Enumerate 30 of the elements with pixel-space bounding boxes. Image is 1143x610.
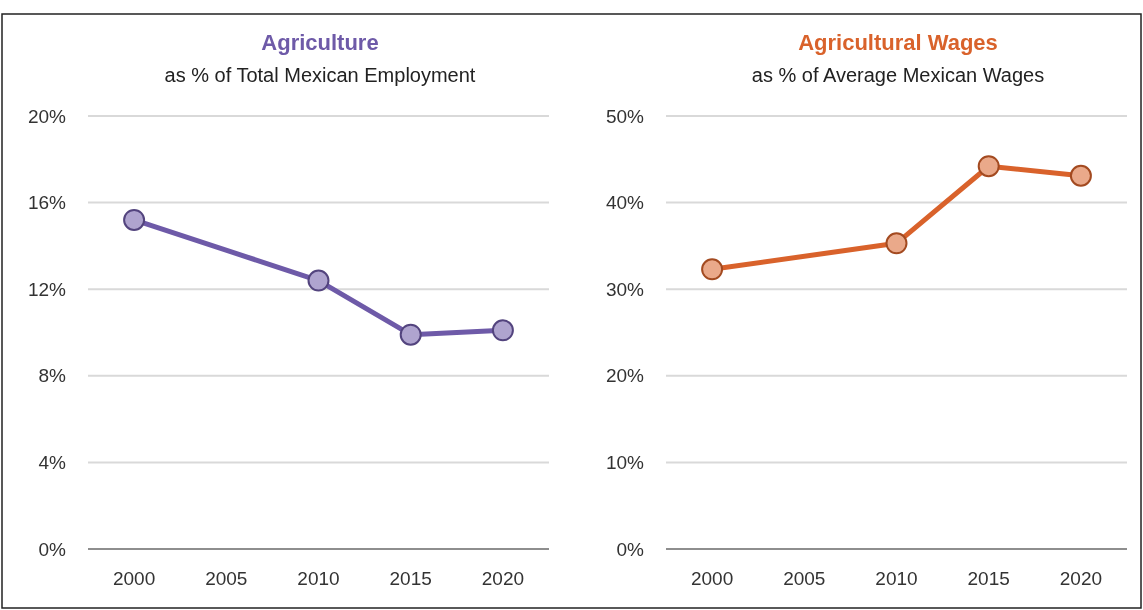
y-tick-label: 0% <box>616 538 645 560</box>
x-tick-label: 2000 <box>112 568 156 589</box>
y-tick-label: 50% <box>605 105 645 127</box>
point <box>491 319 514 342</box>
y-tick-label: 16% <box>27 192 67 214</box>
y-tick-label: 20% <box>27 105 67 127</box>
y-tick-label: 10% <box>605 452 645 474</box>
x-tick-label: 2015 <box>967 568 1010 589</box>
chart-subtitle: as % of Total Mexican Employment <box>164 64 476 86</box>
x-tick-label: 2020 <box>481 568 525 589</box>
chart-subtitle: as % of Average Mexican Wages <box>751 64 1045 86</box>
y-tick-label: 20% <box>605 365 645 387</box>
x-tick-label: 2015 <box>389 568 432 589</box>
point <box>307 269 330 292</box>
x-tick-label: 2005 <box>783 568 826 589</box>
x-tick-label: 2020 <box>1059 568 1103 589</box>
y-tick-label: 8% <box>38 365 67 387</box>
point <box>123 208 146 231</box>
x-tick-label: 2000 <box>690 568 734 589</box>
y-tick-label: 30% <box>605 278 645 300</box>
chart-title: Agricultural Wages <box>798 30 998 55</box>
x-tick-label: 2005 <box>205 568 248 589</box>
y-tick-label: 12% <box>27 278 67 300</box>
point <box>399 323 422 346</box>
y-tick-label: 0% <box>38 538 67 560</box>
x-tick-label: 2010 <box>875 568 918 589</box>
chart-title: Agriculture <box>261 30 379 55</box>
y-tick-label: 4% <box>38 452 67 474</box>
y-tick-label: 40% <box>605 192 645 214</box>
x-tick-label: 2010 <box>297 568 340 589</box>
